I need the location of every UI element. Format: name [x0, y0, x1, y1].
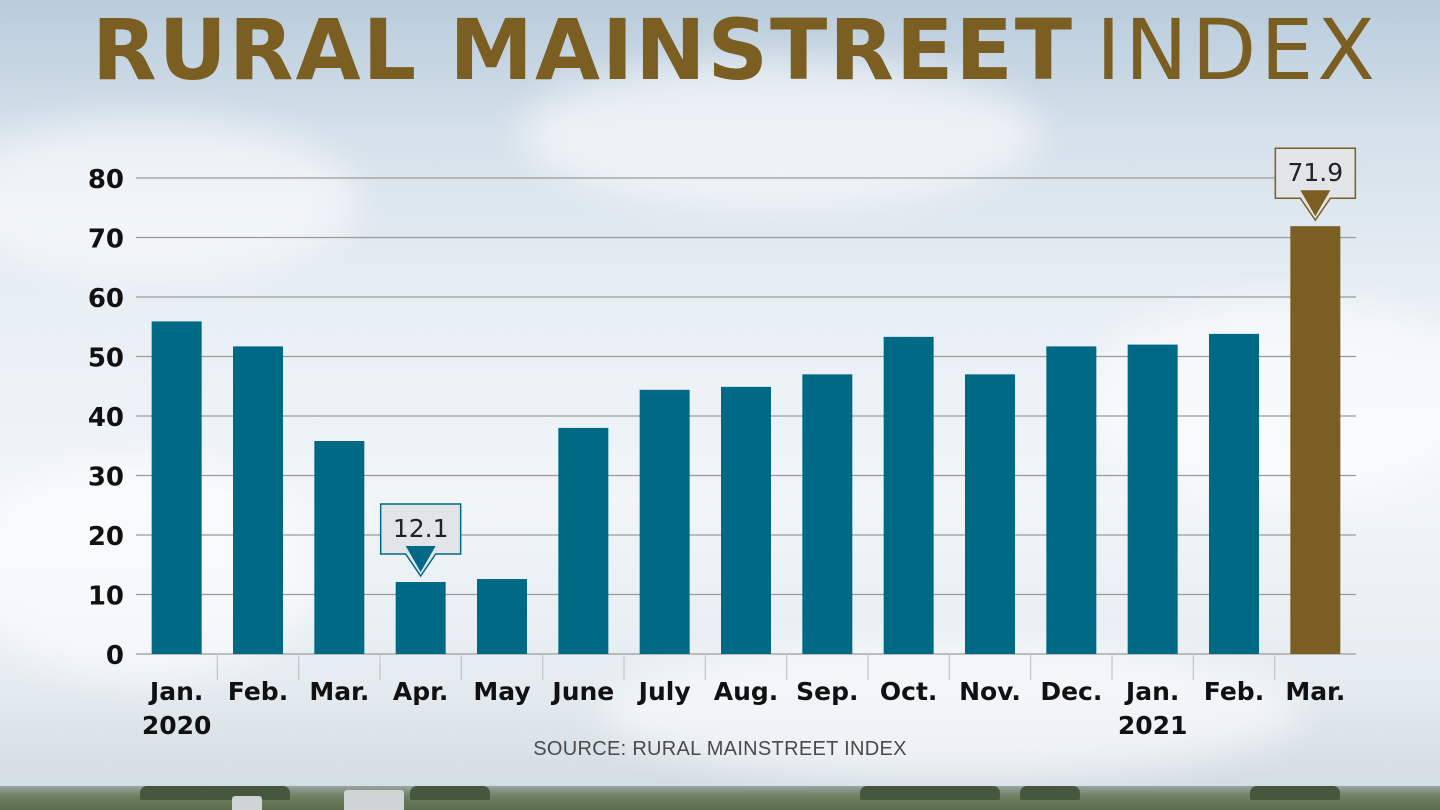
- bar: [639, 389, 690, 654]
- y-tick-label: 30: [88, 463, 124, 493]
- data-callout: 71.9: [1274, 147, 1357, 222]
- x-tick-label: Apr.: [393, 677, 449, 706]
- bar: [558, 427, 609, 654]
- bar: [802, 374, 853, 654]
- bar: [477, 579, 527, 654]
- title-light: INDEX: [1096, 1, 1379, 99]
- x-tick-label: Feb.: [228, 677, 288, 706]
- data-label: 71.9: [1287, 158, 1343, 187]
- y-tick-label: 80: [88, 165, 124, 195]
- x-tick-label: Mar.: [309, 677, 369, 706]
- y-tick-label: 50: [88, 344, 124, 374]
- x-tick-label: Dec.: [1040, 677, 1102, 706]
- data-callout: 12.1: [379, 503, 462, 578]
- callout-pointer: [1300, 190, 1331, 217]
- x-year-label: 2021: [1118, 711, 1188, 740]
- y-tick-label: 0: [106, 641, 124, 671]
- bar: [1209, 333, 1259, 654]
- bar: [965, 374, 1015, 654]
- page-title: RURAL MAINSTREET INDEX: [92, 0, 1379, 100]
- x-tick-label: Aug.: [714, 677, 779, 706]
- callout-box: [379, 503, 462, 578]
- bar: [233, 346, 283, 654]
- bar: [1127, 344, 1178, 654]
- data-label: 12.1: [393, 514, 449, 543]
- bar: [151, 321, 202, 654]
- x-tick-label: Nov.: [959, 677, 1021, 706]
- x-tick-label: Oct.: [880, 677, 938, 706]
- x-tick-label: Sep.: [796, 677, 858, 706]
- bar: [721, 386, 771, 654]
- callout-box: [1274, 147, 1357, 222]
- y-tick-label: 70: [88, 225, 124, 255]
- x-axis-labels: Jan. 2020 Feb. Mar. Apr. May June July Aug. Sep. O…: [142, 654, 1345, 740]
- x-tick-label: Jan.: [1124, 677, 1179, 706]
- y-axis-labels: 0 10 20 30 40 50 60 70 80: [88, 165, 124, 671]
- y-tick-label: 60: [88, 284, 124, 314]
- x-tick-label: May: [473, 677, 530, 706]
- bar: [314, 440, 365, 654]
- bar: [883, 336, 934, 654]
- bar: [1290, 226, 1341, 654]
- x-tick-label: Jan.: [148, 677, 203, 706]
- chart-bars: [151, 226, 1341, 654]
- y-tick-label: 20: [88, 522, 124, 552]
- y-tick-label: 40: [88, 403, 124, 433]
- bar: [395, 582, 446, 654]
- chart-callouts: 12.1 71.9: [379, 147, 1357, 578]
- source-note: SOURCE: RURAL MAINSTREET INDEX: [533, 738, 907, 760]
- title-bold: RURAL MAINSTREET: [92, 1, 1075, 99]
- bar: [1046, 346, 1097, 654]
- x-tick-label: June: [550, 677, 614, 706]
- x-tick-label: Feb.: [1204, 677, 1264, 706]
- callout-pointer: [405, 546, 436, 573]
- x-year-label: 2020: [142, 711, 212, 740]
- x-tick-label: Mar.: [1285, 677, 1345, 706]
- x-tick-label: July: [637, 677, 691, 706]
- y-tick-label: 10: [88, 582, 124, 612]
